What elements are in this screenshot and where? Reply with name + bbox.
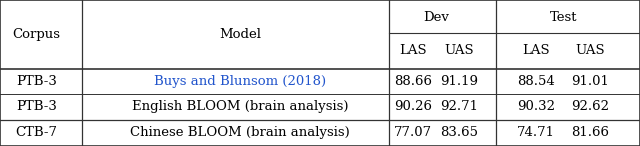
Text: UAS: UAS [575, 44, 605, 57]
Text: Corpus: Corpus [13, 28, 61, 41]
Text: 92.71: 92.71 [440, 100, 479, 113]
Text: 92.62: 92.62 [571, 100, 609, 113]
Text: 90.32: 90.32 [517, 100, 556, 113]
Text: 88.66: 88.66 [394, 75, 432, 88]
Text: Model: Model [219, 28, 261, 41]
Text: 90.26: 90.26 [394, 100, 432, 113]
Text: 91.01: 91.01 [571, 75, 609, 88]
Text: 74.71: 74.71 [517, 126, 556, 139]
Text: 81.66: 81.66 [571, 126, 609, 139]
Text: Dev: Dev [424, 11, 449, 24]
Text: Chinese BLOOM (brain analysis): Chinese BLOOM (brain analysis) [130, 126, 350, 139]
Text: PTB-3: PTB-3 [16, 100, 57, 113]
Text: PTB-3: PTB-3 [16, 75, 57, 88]
Text: UAS: UAS [445, 44, 474, 57]
Text: 88.54: 88.54 [518, 75, 555, 88]
Text: CTB-7: CTB-7 [15, 126, 58, 139]
Text: LAS: LAS [399, 44, 427, 57]
Text: LAS: LAS [522, 44, 550, 57]
Text: English BLOOM (brain analysis): English BLOOM (brain analysis) [132, 100, 348, 113]
Text: 83.65: 83.65 [440, 126, 479, 139]
Text: 91.19: 91.19 [440, 75, 479, 88]
Text: Buys and Blunsom (2018): Buys and Blunsom (2018) [154, 75, 326, 88]
Text: Test: Test [550, 11, 577, 24]
Text: 77.07: 77.07 [394, 126, 432, 139]
